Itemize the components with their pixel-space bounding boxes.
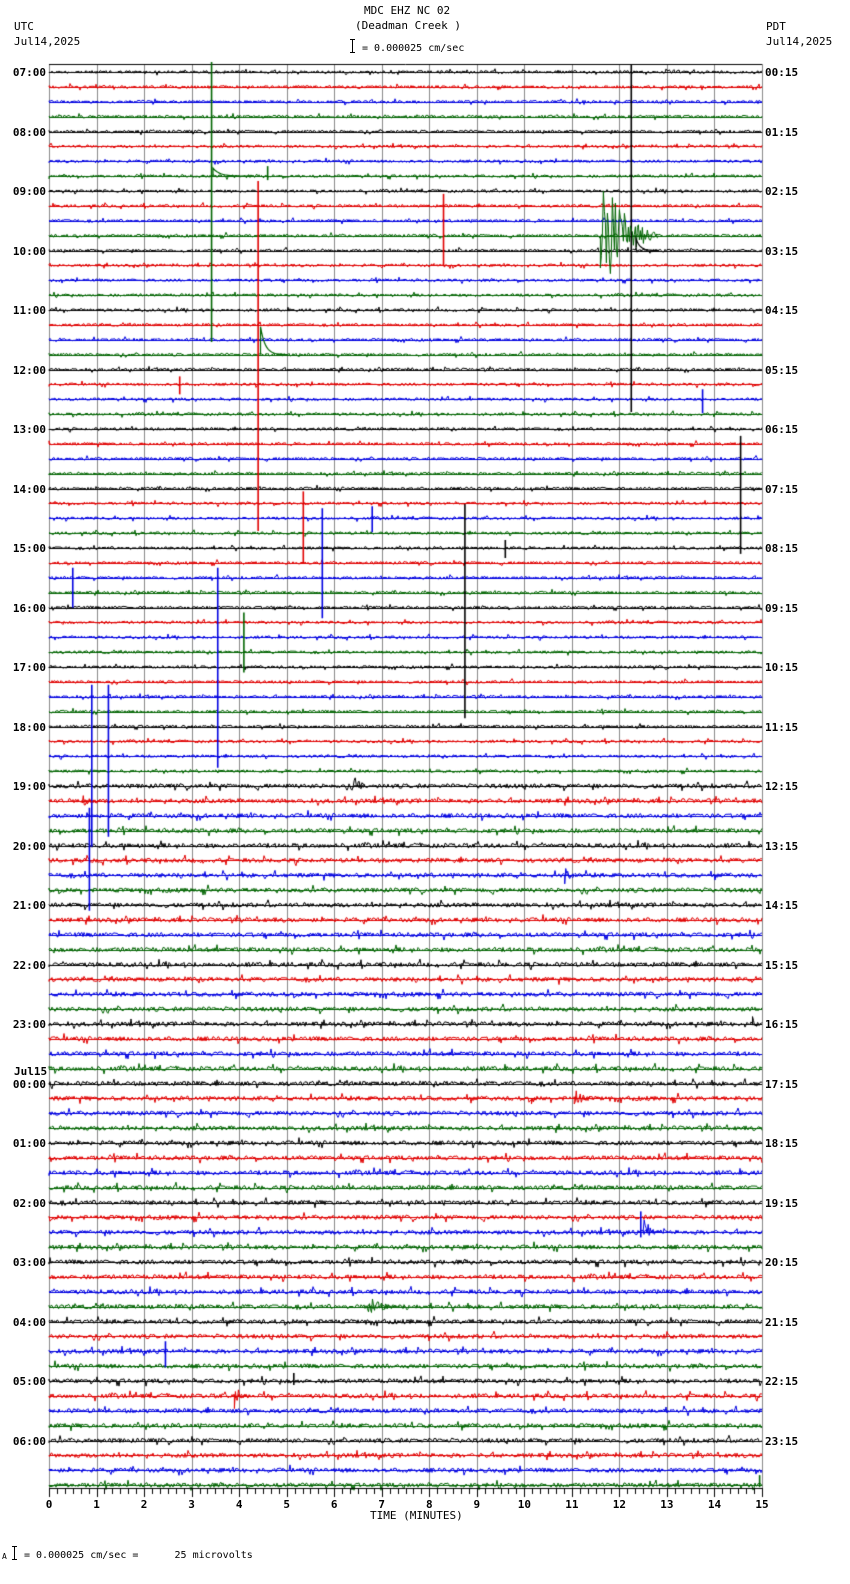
pdt-hour-label: 01:15 — [765, 125, 799, 139]
x-tick-label: 15 — [755, 1498, 769, 1511]
x-tick-label: 5 — [283, 1498, 290, 1511]
date-change-label: Jul15 — [14, 1064, 48, 1078]
pdt-hour-label: 04:15 — [765, 304, 799, 317]
pdt-hour-label: 17:15 — [765, 1077, 799, 1091]
utc-hour-label: 22:00 — [12, 958, 46, 972]
x-tick-label: 3 — [188, 1498, 195, 1511]
footer-scale-text: = 0.000025 cm/sec = 25 microvolts — [24, 1550, 253, 1561]
utc-hour-label: 12:00 — [12, 363, 46, 377]
utc-hour-label: 00:00 — [12, 1077, 46, 1091]
x-tick-label: 9 — [473, 1498, 481, 1511]
utc-hour-label: 15:00 — [12, 542, 46, 555]
utc-hour-label: 03:00 — [12, 1256, 46, 1269]
utc-hour-label: 19:00 — [12, 780, 46, 793]
x-axis-title: TIME (MINUTES) — [370, 1509, 463, 1522]
x-tick-label: 2 — [140, 1498, 148, 1511]
utc-hour-label: 13:00 — [12, 423, 46, 436]
x-tick-label: 14 — [707, 1498, 722, 1511]
pdt-hour-label: 21:15 — [765, 1315, 799, 1329]
x-tick-label: 13 — [660, 1498, 674, 1511]
pdt-hour-label: 09:15 — [765, 601, 799, 615]
x-tick-label: 7 — [378, 1498, 386, 1511]
utc-hour-label: 06:00 — [12, 1434, 46, 1448]
pdt-hour-label: 19:15 — [765, 1196, 799, 1210]
utc-hour-label: 11:00 — [12, 304, 46, 317]
pdt-hour-label: 16:15 — [765, 1018, 799, 1031]
utc-hour-label: 23:00 — [12, 1018, 46, 1031]
x-tick-label: 11 — [565, 1498, 579, 1511]
pdt-hour-label: 13:15 — [765, 839, 799, 853]
utc-hour-label: 18:00 — [12, 720, 46, 734]
pdt-hour-label: 07:15 — [765, 482, 799, 496]
pdt-hour-label: 08:15 — [765, 542, 799, 555]
pdt-hour-label: 23:15 — [765, 1434, 799, 1448]
utc-hour-label: 10:00 — [12, 244, 46, 258]
utc-hour-label: 04:00 — [12, 1315, 46, 1329]
utc-hour-label: 05:00 — [12, 1375, 46, 1388]
pdt-hour-label: 02:15 — [765, 185, 799, 198]
footer-scale-bar-icon — [12, 1546, 20, 1560]
pdt-hour-label: 18:15 — [765, 1137, 799, 1150]
utc-hour-label: 14:00 — [12, 482, 46, 496]
pdt-hour-label: 14:15 — [765, 899, 799, 912]
utc-hour-label: 20:00 — [12, 839, 46, 853]
utc-hour-label: 02:00 — [12, 1196, 46, 1210]
utc-hour-label: 08:00 — [12, 125, 46, 139]
pdt-hour-label: 22:15 — [765, 1375, 799, 1388]
x-tick-label: 6 — [330, 1498, 338, 1511]
pdt-hour-label: 12:15 — [765, 780, 799, 793]
x-tick-label: 8 — [425, 1498, 433, 1511]
x-tick-label: 12 — [612, 1498, 627, 1511]
utc-hour-label: 07:00 — [12, 66, 46, 79]
utc-hour-label: 01:00 — [12, 1137, 46, 1150]
utc-hour-label: 16:00 — [12, 601, 46, 615]
pdt-hour-label: 15:15 — [765, 958, 799, 972]
pdt-hour-label: 20:15 — [765, 1256, 799, 1269]
x-tick-label: 0 — [45, 1498, 53, 1511]
footer-prefix: A — [2, 1552, 7, 1561]
utc-hour-label: 09:00 — [12, 185, 46, 198]
pdt-hour-label: 05:15 — [765, 363, 799, 377]
pdt-hour-label: 00:15 — [765, 66, 799, 79]
x-tick-label: 10 — [517, 1498, 531, 1511]
pdt-hour-label: 11:15 — [765, 720, 799, 734]
utc-hour-label: 21:00 — [12, 899, 46, 912]
x-tick-label: 4 — [235, 1498, 243, 1511]
pdt-hour-label: 10:15 — [765, 661, 799, 674]
x-tick-label: 1 — [93, 1498, 100, 1511]
utc-hour-label: 17:00 — [12, 661, 46, 674]
pdt-hour-label: 03:15 — [765, 244, 799, 258]
pdt-hour-label: 06:15 — [765, 423, 799, 436]
